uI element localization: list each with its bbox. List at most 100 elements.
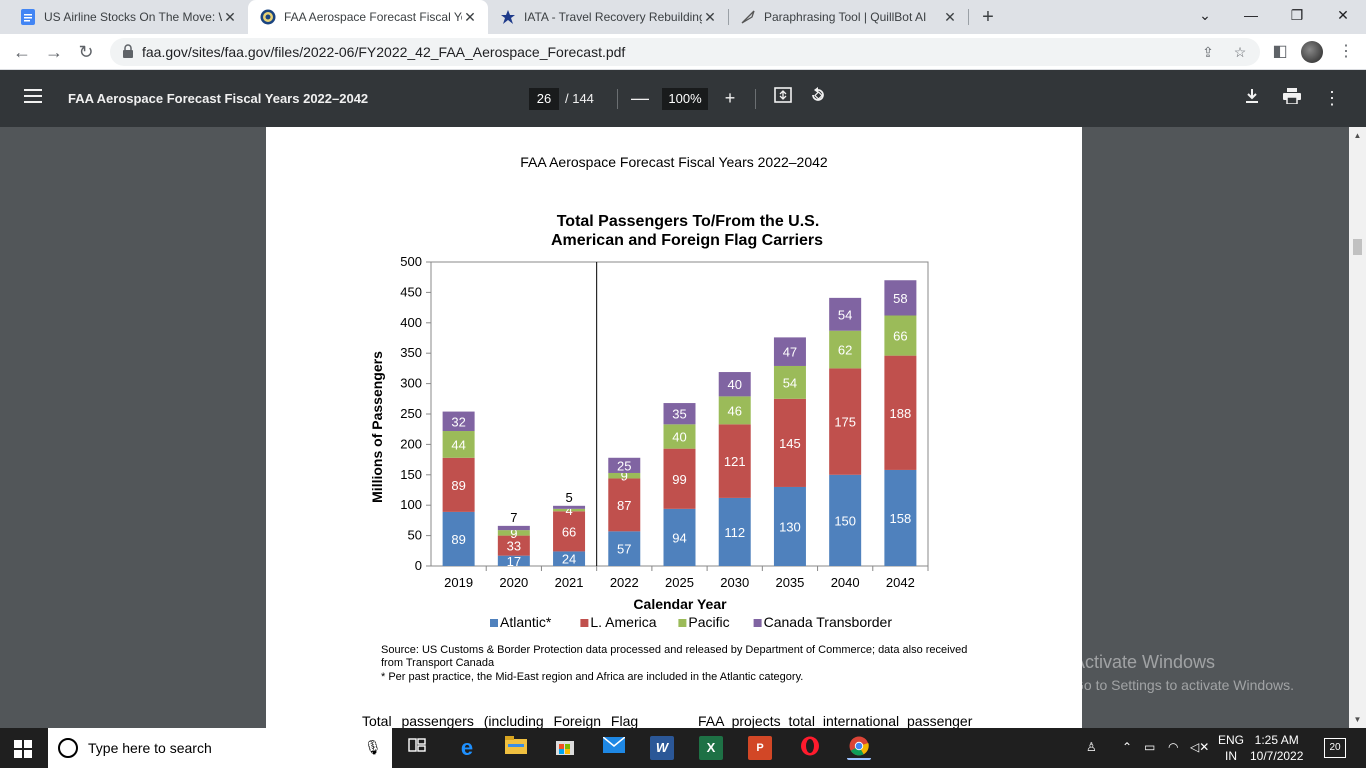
tab-faa-forecast[interactable]: FAA Aerospace Forecast Fiscal Ye ✕	[248, 0, 488, 34]
new-tab-button[interactable]: +	[982, 6, 994, 28]
data-label: 4	[565, 503, 572, 518]
tab-iata[interactable]: IATA - Travel Recovery Rebuilding ✕	[488, 0, 728, 34]
taskbar-search-box[interactable]: Type here to search 🎙	[48, 728, 392, 768]
bar-segment	[608, 457, 641, 473]
opera-icon[interactable]	[798, 736, 822, 760]
data-label: 66	[562, 524, 576, 539]
data-label: 150	[834, 513, 856, 528]
bar-segment	[663, 424, 696, 449]
tab-divider	[968, 9, 969, 25]
bar-segment	[718, 497, 751, 566]
maximize-button[interactable]: ❐	[1290, 7, 1304, 23]
wifi-icon[interactable]: ◠	[1168, 740, 1179, 754]
url-text[interactable]: faa.gov/sites/faa.gov/files/2022-06/FY20…	[142, 44, 626, 60]
close-icon[interactable]: ✕	[224, 8, 236, 25]
chart-subtitle: American and Foreign Flag Carriers	[551, 232, 823, 249]
hamburger-menu-icon[interactable]	[24, 89, 42, 107]
bar-segment	[442, 511, 475, 566]
excel-icon[interactable]: X	[699, 736, 723, 760]
google-docs-icon	[20, 9, 36, 25]
powerpoint-icon[interactable]: P	[748, 736, 772, 760]
bar-segment	[773, 486, 806, 566]
back-arrow-icon[interactable]: ←	[13, 42, 31, 62]
windows-start-icon[interactable]	[14, 740, 32, 758]
y-tick-label: 50	[408, 528, 422, 543]
document-header: FAA Aerospace Forecast Fiscal Years 2022…	[520, 154, 828, 170]
show-hidden-icons-chevron-icon[interactable]: ⌃	[1122, 740, 1133, 754]
zoom-out-button[interactable]: —	[631, 88, 649, 108]
y-tick-label: 400	[400, 315, 422, 330]
bar-segment	[773, 365, 806, 399]
zoom-level-input[interactable]: 100%	[662, 88, 708, 110]
scroll-up-arrow-icon[interactable]: ▲	[1353, 131, 1362, 140]
pdf-page: FAA Aerospace Forecast Fiscal Years 2022…	[266, 127, 1082, 729]
source-note: Source: US Customs & Border Protection d…	[381, 644, 968, 669]
profile-avatar[interactable]	[1301, 41, 1323, 63]
x-tick-label: 2035	[775, 575, 804, 590]
address-bar[interactable]: faa.gov/sites/faa.gov/files/2022-06/FY20…	[110, 38, 1260, 66]
page-number-input[interactable]: 26	[529, 88, 559, 110]
vertical-scrollbar[interactable]: ▲ ▼	[1349, 127, 1366, 728]
search-icon	[58, 738, 78, 758]
download-icon[interactable]	[1240, 86, 1264, 110]
more-menu-icon[interactable]: ⋮	[1338, 43, 1354, 60]
reload-icon[interactable]: ↻	[78, 42, 94, 62]
battery-icon[interactable]: ▭	[1144, 740, 1156, 754]
system-clock[interactable]: 1:25 AM 10/7/2022	[1250, 732, 1303, 764]
side-panel-icon[interactable]: ◧	[1272, 43, 1288, 60]
close-icon[interactable]: ✕	[704, 8, 716, 25]
fit-to-page-icon[interactable]	[771, 86, 795, 110]
data-label: 121	[724, 454, 746, 469]
search-placeholder[interactable]: Type here to search	[88, 740, 212, 756]
bar-segment	[663, 448, 696, 509]
file-explorer-icon[interactable]	[504, 736, 528, 760]
bar-segment	[718, 424, 751, 498]
forward-arrow-icon[interactable]: →	[45, 42, 63, 62]
scroll-down-arrow-icon[interactable]: ▼	[1353, 715, 1362, 724]
microsoft-store-icon[interactable]	[553, 736, 577, 760]
legend-swatch	[580, 619, 589, 627]
y-tick-label: 250	[400, 406, 422, 421]
language-indicator[interactable]: ENG IN	[1218, 732, 1244, 764]
bar-segment	[829, 330, 862, 369]
bar-segment	[663, 508, 696, 566]
activation-watermark-title: Activate Windows	[1073, 652, 1216, 672]
bar-segment	[718, 396, 751, 425]
people-icon[interactable]: ♙	[1086, 740, 1097, 754]
task-view-icon[interactable]	[405, 736, 429, 760]
data-label: 7	[510, 510, 517, 525]
zoom-in-button[interactable]: +	[724, 88, 736, 108]
pdf-more-icon[interactable]: ⋮	[1323, 88, 1341, 108]
chrome-icon[interactable]	[847, 736, 871, 760]
tab-quillbot[interactable]: Paraphrasing Tool | QuillBot AI ✕	[728, 0, 968, 34]
x-axis-label: Calendar Year	[633, 596, 727, 612]
x-tick-label: 2042	[886, 575, 915, 590]
minimize-button[interactable]: —	[1244, 7, 1258, 23]
close-icon[interactable]: ✕	[464, 8, 476, 25]
y-tick-label: 200	[400, 436, 422, 451]
bar-segment	[773, 337, 806, 366]
volume-muted-icon[interactable]: ◁✕	[1190, 740, 1210, 754]
x-tick-label: 2030	[720, 575, 749, 590]
tab-search-button[interactable]: ⌄	[1199, 7, 1211, 23]
mail-icon[interactable]	[602, 736, 626, 760]
lock-icon[interactable]	[122, 44, 134, 58]
word-icon[interactable]: W	[650, 736, 674, 760]
share-icon[interactable]: ⇪	[1202, 44, 1214, 60]
tab-title: Paraphrasing Tool | QuillBot AI	[764, 10, 927, 24]
close-window-button[interactable]: ✕	[1337, 7, 1349, 23]
microphone-icon[interactable]: 🎙	[364, 739, 382, 755]
edge-browser-icon[interactable]: e	[460, 735, 474, 760]
scroll-thumb[interactable]	[1353, 239, 1362, 255]
print-icon[interactable]	[1280, 86, 1304, 110]
rotate-icon[interactable]	[806, 86, 830, 110]
notification-center-icon[interactable]: 20	[1324, 738, 1346, 758]
y-tick-label: 0	[415, 558, 422, 573]
bar-segment	[553, 551, 586, 566]
close-icon[interactable]: ✕	[944, 8, 956, 25]
bookmark-star-icon[interactable]: ☆	[1233, 44, 1247, 60]
bar-segment	[553, 505, 586, 509]
tab-us-airline-stocks[interactable]: US Airline Stocks On The Move: W ✕	[8, 0, 248, 34]
legend-entry: Atlantic*	[500, 614, 552, 630]
bar-segment	[829, 368, 862, 475]
